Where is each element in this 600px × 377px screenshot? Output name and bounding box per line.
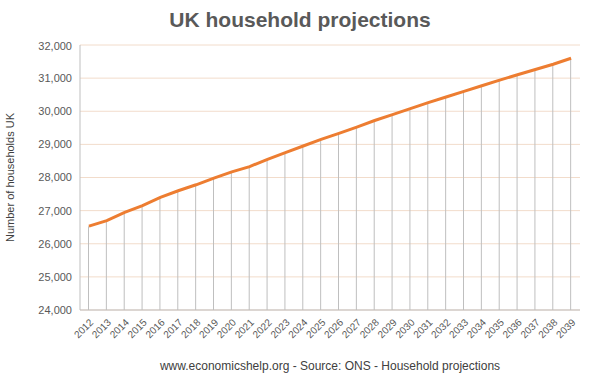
svg-text:2012: 2012 [72, 316, 96, 340]
svg-text:2025: 2025 [304, 316, 328, 340]
svg-text:2016: 2016 [143, 316, 167, 340]
svg-text:2027: 2027 [340, 316, 364, 340]
svg-text:2029: 2029 [375, 316, 399, 340]
svg-text:2038: 2038 [536, 316, 560, 340]
svg-text:2028: 2028 [358, 316, 382, 340]
svg-text:2020: 2020 [215, 316, 239, 340]
svg-text:2035: 2035 [483, 316, 507, 340]
svg-text:2013: 2013 [90, 316, 114, 340]
svg-text:32,000: 32,000 [38, 40, 72, 52]
svg-text:2024: 2024 [286, 316, 310, 340]
svg-text:30,000: 30,000 [38, 105, 72, 117]
svg-text:2037: 2037 [518, 316, 542, 340]
svg-text:2018: 2018 [179, 316, 203, 340]
svg-text:www.economicshelp.org - Source: www.economicshelp.org - Source: ONS - Ho… [159, 359, 500, 373]
svg-text:2023: 2023 [268, 316, 292, 340]
svg-text:2039: 2039 [554, 316, 578, 340]
svg-text:26,000: 26,000 [38, 238, 72, 250]
svg-text:2021: 2021 [233, 316, 257, 340]
svg-text:2033: 2033 [447, 316, 471, 340]
svg-text:27,000: 27,000 [38, 205, 72, 217]
html-text:UK household projections: UK household projections [169, 8, 431, 31]
svg-text:29,000: 29,000 [38, 138, 72, 150]
svg-text:2019: 2019 [197, 316, 221, 340]
svg-text:2022: 2022 [250, 316, 274, 340]
svg-text:28,000: 28,000 [38, 171, 72, 183]
svg-text:2026: 2026 [322, 316, 346, 340]
svg-text:2030: 2030 [393, 316, 417, 340]
svg-text:Number of households UK: Number of households UK [8, 112, 16, 242]
svg-text:2031: 2031 [411, 316, 435, 340]
svg-text:25,000: 25,000 [38, 271, 72, 283]
svg-text:2034: 2034 [465, 316, 489, 340]
svg-text:2015: 2015 [125, 316, 149, 340]
svg-text:2032: 2032 [429, 316, 453, 340]
svg-text:2036: 2036 [500, 316, 524, 340]
svg-text:2014: 2014 [108, 316, 132, 340]
svg-text:24,000: 24,000 [38, 304, 72, 316]
svg-text:2017: 2017 [161, 316, 185, 340]
svg-text:31,000: 31,000 [38, 72, 72, 84]
